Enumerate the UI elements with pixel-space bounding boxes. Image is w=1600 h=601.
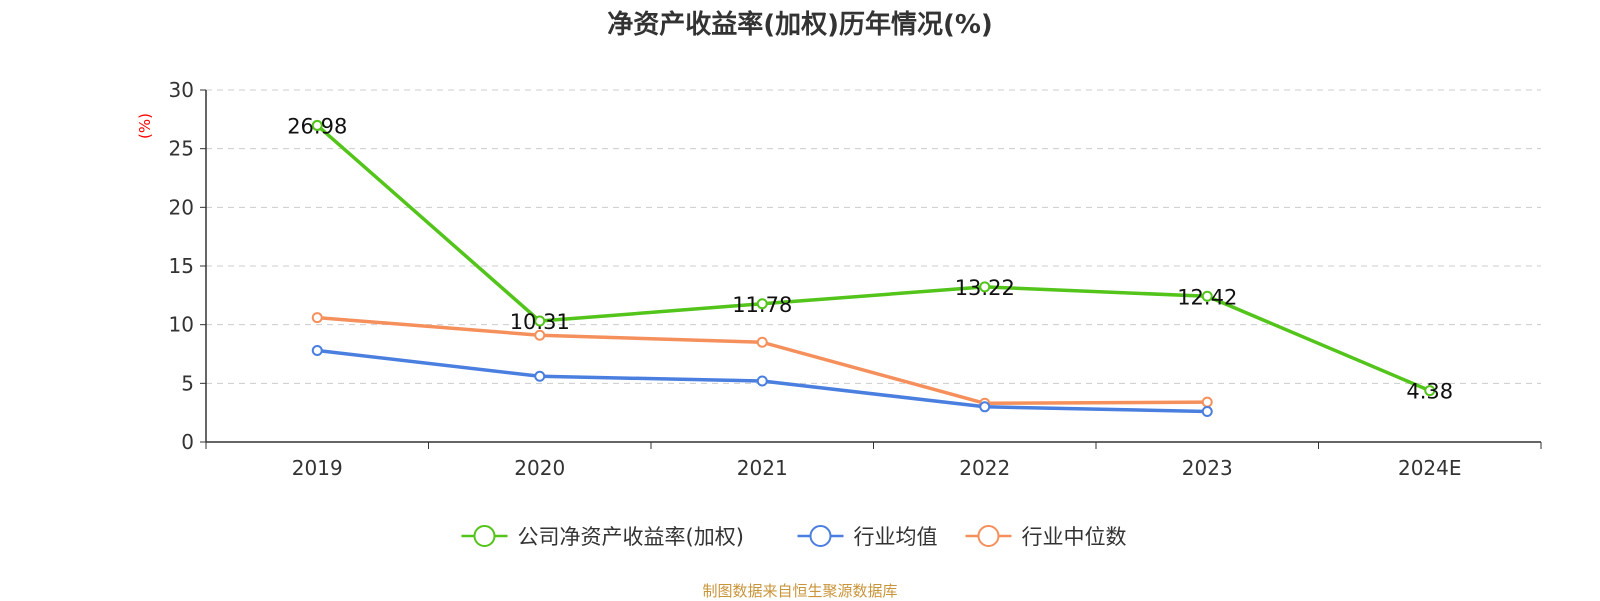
legend-label: 公司净资产收益率(加权)	[518, 525, 744, 549]
data-label: 13.22	[955, 276, 1015, 300]
x-tick-label: 2024E	[1398, 456, 1462, 480]
axes: 0 5 10 15 20 25 30 2019 2020 2021 2022 2023 2024E	[169, 78, 1542, 480]
x-tick-label: 2020	[514, 456, 565, 480]
series-1	[311, 344, 1213, 417]
x-tick-label: 2019	[292, 456, 343, 480]
source-note: 制图数据来自恒生聚源数据库	[702, 582, 898, 600]
y-tick-label: 10	[169, 313, 194, 337]
data-point[interactable]	[534, 370, 546, 382]
y-tick-label: 20	[169, 195, 194, 219]
legend-marker	[473, 525, 496, 547]
series-2	[311, 312, 1213, 409]
data-point[interactable]	[756, 375, 768, 387]
data-label: 26.98	[287, 114, 347, 138]
x-tick-label: 2022	[959, 456, 1010, 480]
data-labels: 26.98 10.31 11.78 13.22 12.42 4.38	[287, 114, 1453, 403]
data-point[interactable]	[1201, 396, 1213, 408]
y-tick-label: 0	[181, 430, 194, 454]
data-point[interactable]	[311, 119, 323, 131]
series-line	[316, 124, 1431, 393]
data-point[interactable]	[534, 315, 546, 327]
data-label: 11.78	[732, 293, 792, 317]
legend-label: 行业中位数	[1022, 525, 1127, 549]
series-group	[311, 119, 1436, 417]
y-axis-unit-label: (%)	[136, 113, 154, 139]
data-point[interactable]	[1201, 290, 1213, 302]
x-tick-label: 2023	[1182, 456, 1233, 480]
y-tick-label: 30	[169, 78, 194, 102]
legend-item-0[interactable]: 公司净资产收益率(加权)	[461, 525, 744, 549]
legend-label: 行业均值	[854, 525, 938, 549]
line-chart: 0 5 10 15 20 25 30 2019 2020 2021 2022 2023 2024E (%…	[136, 78, 1542, 549]
series-line	[317, 315, 1208, 406]
data-label: 12.42	[1177, 285, 1237, 309]
data-point[interactable]	[756, 298, 768, 310]
legend-marker	[977, 525, 1000, 547]
chart-title: 净资产收益率(加权)历年情况(%)	[607, 10, 993, 40]
legend-marker	[809, 525, 832, 547]
data-point[interactable]	[1201, 405, 1213, 417]
y-tick-label: 15	[169, 254, 194, 278]
y-tick-label: 25	[169, 137, 194, 161]
legend-item-2[interactable]: 行业中位数	[965, 525, 1127, 549]
data-point[interactable]	[311, 344, 323, 356]
data-point[interactable]	[756, 336, 768, 348]
data-point[interactable]	[1424, 385, 1436, 397]
data-point[interactable]	[979, 281, 991, 293]
y-tick-label: 5	[181, 371, 194, 395]
legend-item-1[interactable]: 行业均值	[797, 525, 938, 549]
data-label: 10.31	[510, 310, 570, 334]
grid-lines	[206, 89, 1541, 384]
x-tick-label: 2021	[737, 456, 788, 480]
data-label: 4.38	[1406, 380, 1453, 404]
legend[interactable]: 公司净资产收益率(加权) 行业均值 行业中位数	[461, 525, 1127, 549]
data-point[interactable]	[979, 401, 991, 413]
data-point[interactable]	[311, 312, 323, 324]
series-0	[311, 119, 1436, 397]
data-point[interactable]	[534, 329, 546, 341]
